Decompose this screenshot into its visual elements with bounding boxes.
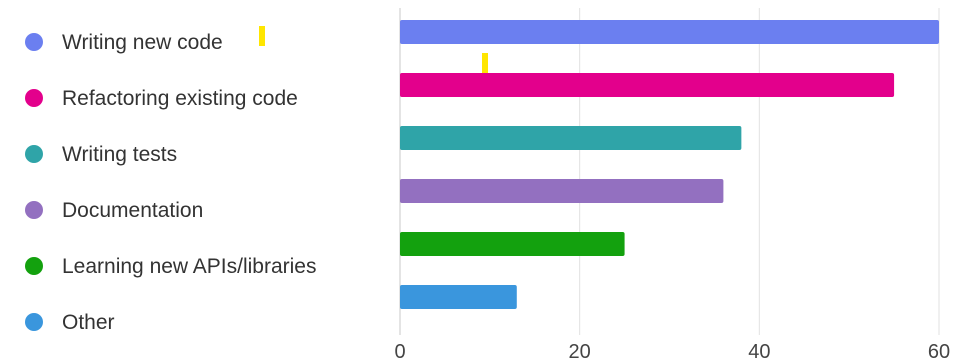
x-tick-label-20: 20 — [569, 341, 591, 363]
legend-label-refactoring-existing-code[interactable]: Refactoring existing code — [62, 87, 298, 110]
bar-learning-new-apis-libraries[interactable] — [400, 232, 625, 256]
annotation-markers — [259, 26, 488, 73]
bar-writing-tests[interactable] — [400, 126, 742, 150]
bar-documentation[interactable] — [400, 179, 724, 203]
bar-refactoring-existing-code[interactable] — [400, 73, 895, 97]
gridlines — [399, 8, 940, 335]
bar-writing-new-code[interactable] — [400, 20, 939, 44]
legend-label-other[interactable]: Other — [62, 311, 115, 334]
x-tick-label-60: 60 — [928, 341, 950, 363]
legend-marker-writing-new-code — [25, 33, 43, 51]
bars — [400, 20, 939, 309]
annotation-marker-2 — [482, 53, 488, 73]
legend-marker-learning-new-apis-libraries — [25, 257, 43, 275]
legend-marker-documentation — [25, 201, 43, 219]
bar-other[interactable] — [400, 285, 517, 309]
x-tick-label-40: 40 — [748, 341, 770, 363]
legend-marker-refactoring-existing-code — [25, 89, 43, 107]
legend-label-writing-tests[interactable]: Writing tests — [62, 143, 177, 166]
legend-label-writing-new-code[interactable]: Writing new code — [62, 31, 223, 54]
legend-label-documentation[interactable]: Documentation — [62, 199, 203, 222]
legend: Writing new code Refactoring existing cod… — [25, 31, 316, 334]
x-tick-label-0: 0 — [394, 341, 405, 363]
legend-marker-other — [25, 313, 43, 331]
legend-label-learning-new-apis-libraries[interactable]: Learning new APIs/libraries — [62, 255, 316, 278]
x-axis-ticks: 0 20 40 60 — [394, 341, 950, 363]
annotation-marker-1 — [259, 26, 265, 46]
legend-marker-writing-tests — [25, 145, 43, 163]
